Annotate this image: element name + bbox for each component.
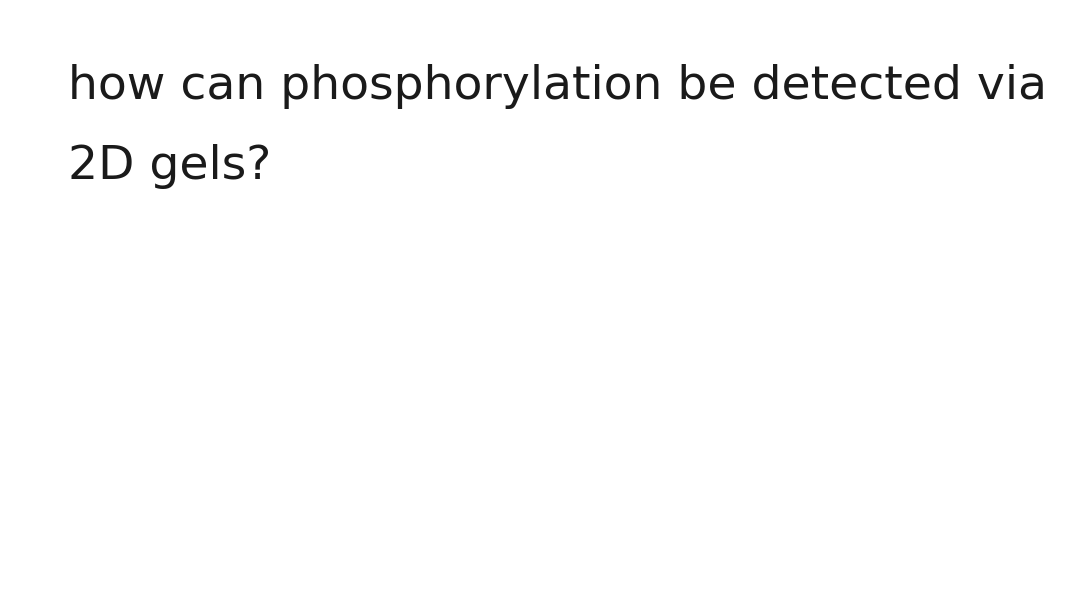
Text: how can phosphorylation be detected via: how can phosphorylation be detected via: [68, 64, 1047, 109]
Text: 2D gels?: 2D gels?: [68, 144, 271, 190]
